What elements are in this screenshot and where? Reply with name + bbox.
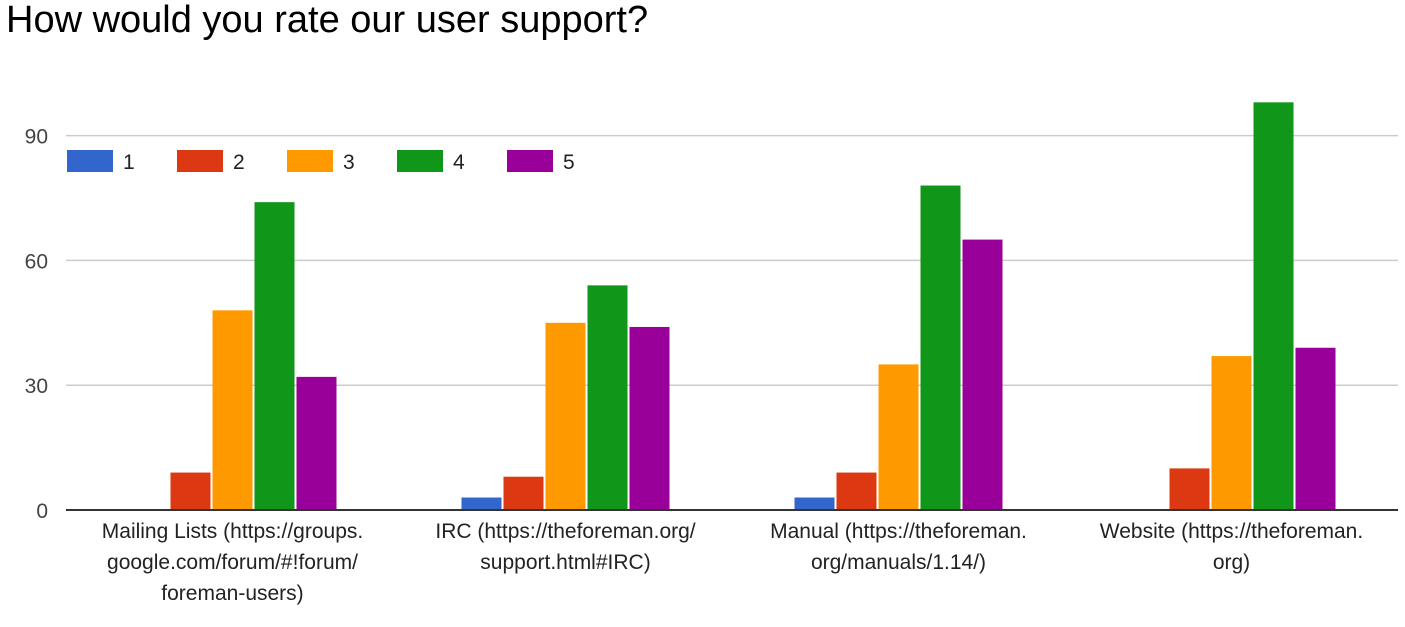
- legend-label: 3: [343, 151, 355, 174]
- legend-swatch-5: [507, 150, 553, 172]
- category-label: Manual (https://theforeman. org/manuals/1…: [770, 520, 1027, 574]
- bar-series-5: [1295, 347, 1336, 510]
- bar-series-3: [878, 364, 919, 510]
- legend-label: 1: [123, 151, 135, 174]
- chart-title: How would you rate our user support?: [6, 0, 649, 41]
- legend: 1 2 3 4 5: [67, 150, 575, 174]
- bar-series-3: [1211, 356, 1252, 510]
- y-tick-label: 90: [25, 126, 48, 149]
- bar-series-5: [296, 376, 337, 510]
- bar-series-4: [587, 285, 628, 510]
- bar-series-4: [1253, 102, 1294, 510]
- bar-series-3: [545, 322, 586, 510]
- category-label: Mailing Lists (https://groups. google.com…: [102, 520, 363, 605]
- y-tick-label: 60: [25, 250, 48, 273]
- category-label-line: org): [1213, 551, 1250, 574]
- y-tick-label: 30: [25, 375, 48, 398]
- legend-label: 2: [233, 151, 245, 174]
- x-axis-categories: Mailing Lists (https://groups. google.com…: [102, 520, 1363, 605]
- bar-series-2: [836, 472, 877, 510]
- bar-series-4: [920, 185, 961, 510]
- bar-series-5: [962, 239, 1003, 510]
- legend-swatch-1: [67, 150, 113, 172]
- category-label-line: Manual (https://theforeman.: [770, 520, 1027, 543]
- y-tick-label: 0: [36, 500, 48, 523]
- category-label-line: org/manuals/1.14/): [811, 551, 986, 574]
- bar-series-2: [1169, 468, 1210, 510]
- legend-swatch-4: [397, 150, 443, 172]
- legend-label: 4: [453, 151, 465, 174]
- bar-series-3: [212, 310, 253, 510]
- bars: [170, 102, 1336, 510]
- category-label-line: support.html#IRC): [480, 551, 650, 574]
- bar-series-1: [794, 497, 835, 510]
- category-label-line: Website (https://theforeman.: [1100, 520, 1363, 543]
- bar-series-5: [629, 326, 670, 510]
- bar-series-4: [254, 202, 295, 510]
- legend-swatch-3: [287, 150, 333, 172]
- category-label-line: google.com/forum/#!forum/: [107, 551, 358, 574]
- legend-swatch-2: [177, 150, 223, 172]
- legend-label: 5: [563, 151, 575, 174]
- category-label: IRC (https://theforeman.org/support.html…: [435, 520, 695, 574]
- category-label-line: foreman-users): [161, 582, 303, 605]
- y-axis-ticks: 0 30 60 90: [25, 126, 48, 523]
- category-label-line: Mailing Lists (https://groups.: [102, 520, 363, 543]
- bar-series-1: [461, 497, 502, 510]
- bar-series-2: [503, 476, 544, 510]
- category-label-line: IRC (https://theforeman.org/: [435, 520, 695, 543]
- category-label: Website (https://theforeman. org): [1100, 520, 1363, 574]
- bar-series-2: [170, 472, 211, 510]
